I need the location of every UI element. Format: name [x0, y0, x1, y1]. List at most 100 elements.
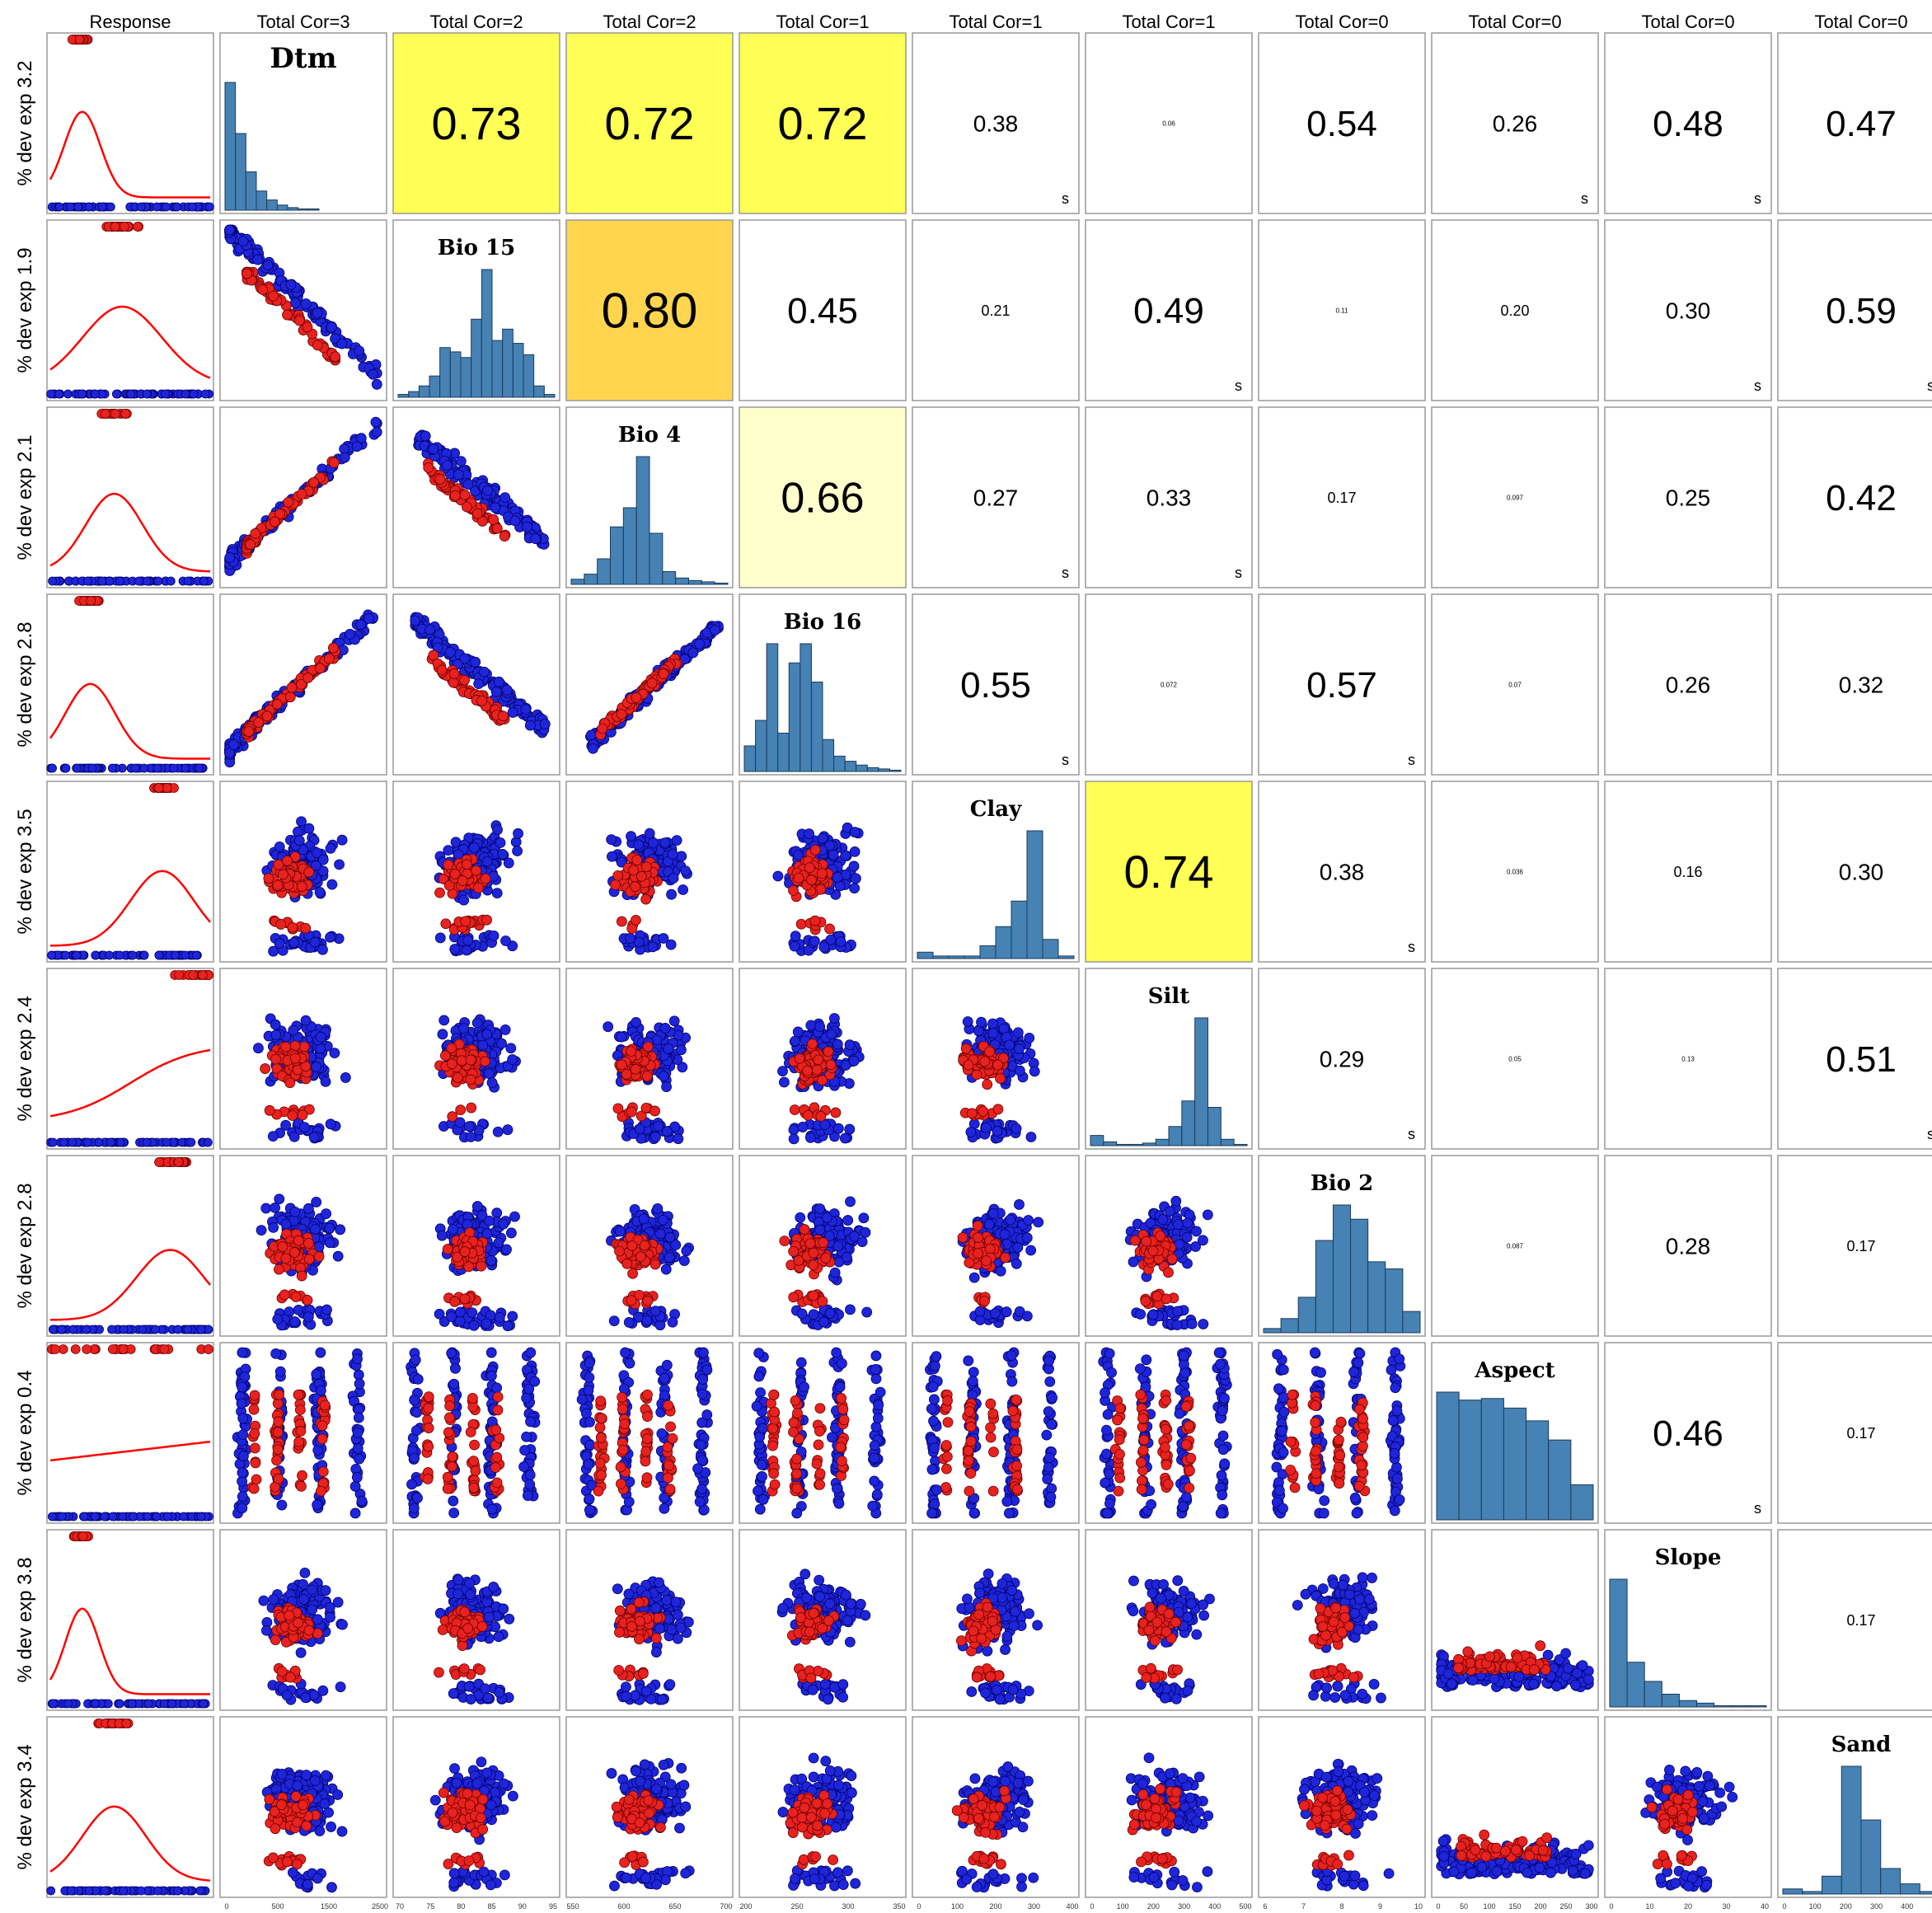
correlation-value: 0.27	[973, 485, 1019, 510]
density-curve	[49, 682, 210, 760]
absence-point	[792, 1026, 804, 1038]
presence-point	[272, 879, 284, 891]
row-label: % dev exp 3.5	[14, 809, 36, 934]
matrix-panel: 0.05	[1431, 968, 1599, 1150]
absence-point	[47, 1512, 57, 1521]
absence-point	[296, 816, 307, 828]
histogram-bar	[979, 945, 996, 959]
absence-point	[195, 1886, 205, 1896]
absence-point	[694, 638, 706, 649]
presence-point	[447, 1111, 458, 1123]
absence-point	[54, 202, 64, 212]
presence-point	[459, 1246, 471, 1257]
presence-point	[471, 508, 483, 519]
correlation-value: 0.097	[1507, 494, 1524, 501]
significance-marker: s	[1235, 377, 1242, 394]
absence-point	[710, 625, 720, 636]
response-panel	[46, 1716, 214, 1898]
absence-point	[48, 576, 57, 586]
absence-point	[1014, 1065, 1025, 1076]
histogram-bar	[512, 343, 524, 398]
histogram-bar	[1233, 1143, 1248, 1146]
absence-point	[130, 763, 140, 773]
presence-point	[327, 642, 339, 654]
absence-point	[652, 1203, 664, 1214]
density-curve	[49, 1048, 211, 1118]
correlation-value: 0.38	[973, 110, 1019, 136]
matrix-panel	[739, 781, 907, 963]
absence-point	[324, 1237, 335, 1249]
matrix-panel: 0.11	[1258, 219, 1426, 401]
presence-point	[436, 664, 448, 676]
absence-point	[115, 1699, 124, 1709]
absence-point	[329, 1048, 340, 1059]
absence-point	[484, 1215, 495, 1226]
absence-point	[196, 1325, 206, 1334]
absence-point	[441, 460, 453, 471]
presence-point	[174, 970, 185, 980]
presence-point	[70, 1344, 81, 1354]
panel-frame	[46, 1529, 214, 1711]
presence-point	[456, 1055, 467, 1067]
histogram-bar	[523, 354, 535, 398]
presence-point	[789, 1104, 800, 1115]
presence-point	[296, 881, 307, 892]
presence-point	[77, 1531, 88, 1541]
presence-point	[270, 1053, 281, 1065]
correlation-value: 0.72	[778, 97, 868, 149]
absence-point	[183, 1325, 193, 1334]
matrix-panel: 0.33s	[1085, 406, 1253, 588]
matrix-panel: 0.32	[1777, 593, 1932, 776]
significance-marker: s	[1408, 1126, 1415, 1142]
presence-point	[453, 1072, 463, 1083]
presence-point	[802, 1065, 813, 1076]
absence-point	[228, 738, 239, 750]
correlation-value: 0.51	[1826, 1039, 1897, 1080]
absence-point	[119, 1325, 129, 1334]
absence-point	[834, 880, 846, 892]
histogram-bar	[1220, 1138, 1235, 1146]
absence-point	[143, 1699, 153, 1709]
histogram-bar	[833, 755, 846, 772]
presence-point	[462, 501, 472, 513]
absence-point	[434, 932, 446, 944]
row-label: % dev exp 2.8	[14, 1183, 36, 1308]
correlation-value: 0.17	[1327, 490, 1356, 506]
histogram-bar	[777, 733, 790, 772]
absence-point	[90, 1512, 100, 1521]
matrix-panel: 0.66	[739, 406, 907, 588]
absence-point	[491, 888, 503, 899]
absence-point	[492, 1126, 504, 1137]
absence-point	[82, 1325, 91, 1334]
presence-point	[300, 922, 312, 934]
absence-point	[180, 1699, 189, 1709]
presence-point	[481, 914, 492, 926]
absence-point	[195, 763, 204, 773]
absence-point	[673, 1133, 684, 1145]
absence-point	[603, 1021, 614, 1033]
absence-point	[173, 1886, 182, 1896]
absence-point	[588, 743, 598, 754]
row-label: % dev exp 3.8	[14, 1557, 36, 1682]
absence-point	[835, 936, 846, 947]
absence-point	[136, 1886, 146, 1896]
absence-point	[530, 533, 542, 545]
absence-point	[321, 1208, 332, 1220]
absence-point	[659, 837, 671, 848]
absence-point	[488, 931, 499, 941]
histogram-bar	[266, 199, 278, 211]
response-panel	[46, 968, 214, 1150]
absence-point	[501, 684, 513, 696]
absence-point	[453, 469, 464, 481]
correlation-value: 0.73	[432, 97, 522, 149]
correlation-value: 0.30	[1666, 298, 1711, 323]
presence-point	[302, 1295, 313, 1306]
absence-point	[443, 845, 454, 856]
absence-point	[107, 763, 117, 773]
absence-point	[48, 763, 57, 773]
significance-marker: s	[1927, 1126, 1932, 1142]
presence-point	[459, 674, 470, 686]
presence-point	[315, 663, 326, 674]
absence-point	[507, 707, 518, 718]
column-header: Total Cor=2	[603, 12, 696, 32]
